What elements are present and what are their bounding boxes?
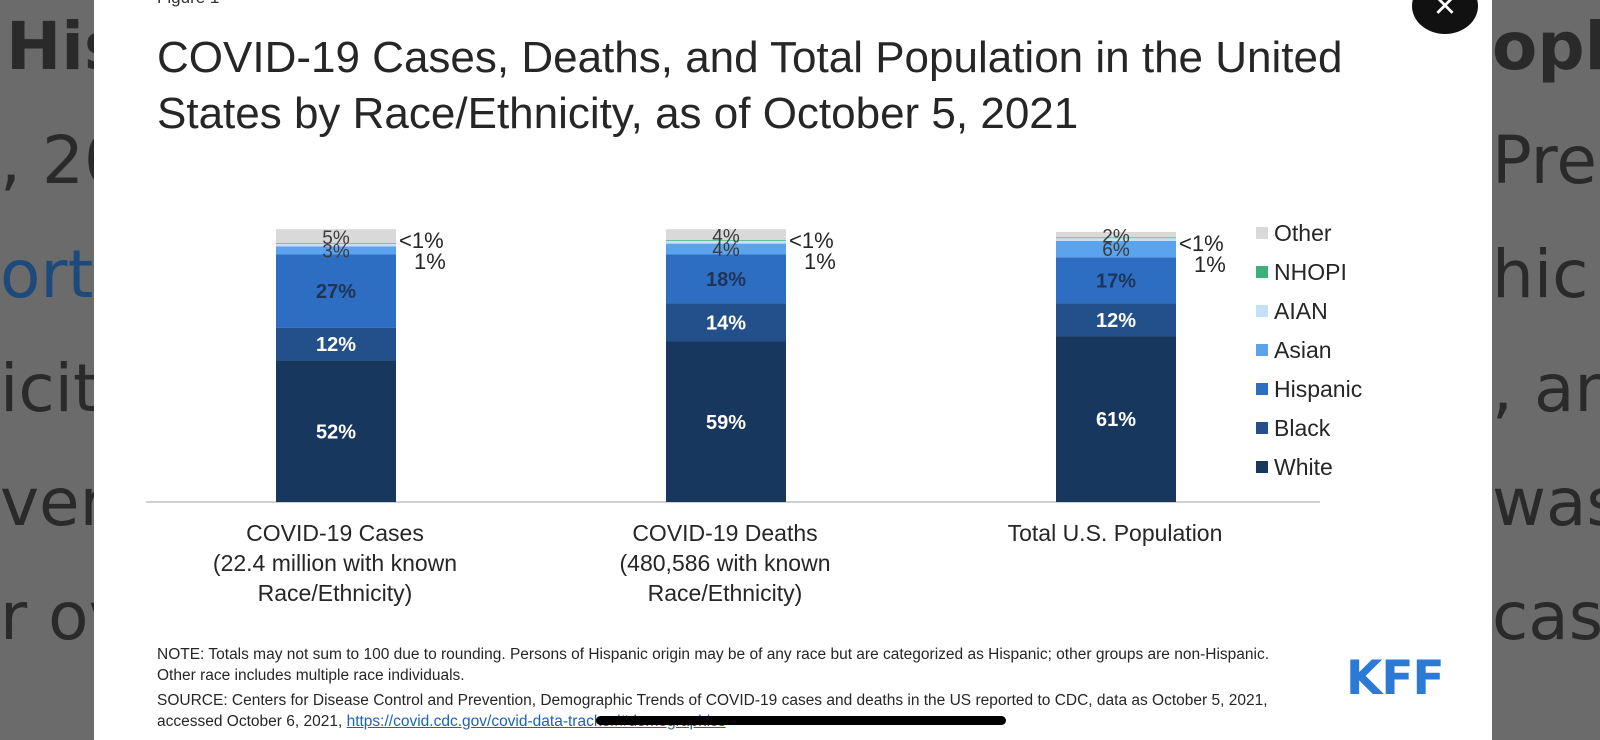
legend-label-black: Black — [1274, 415, 1331, 441]
bg-fragment: ver — [0, 464, 107, 541]
bg-fragment: cas — [1492, 578, 1600, 655]
category-label-cases: COVID-19 Cases (22.4 million with known … — [212, 520, 458, 606]
chart-note: NOTE: Totals may not sum to 100 due to r… — [157, 646, 1269, 684]
bar-segment-other — [276, 229, 396, 243]
bar-segment-asian — [666, 243, 786, 255]
bar-segment-nhopi — [666, 240, 786, 241]
bar-segment-hispanic — [666, 254, 786, 304]
bar-segment-aian — [1056, 238, 1176, 241]
data-label-other: 4% — [712, 227, 740, 248]
bar-segment-aian — [276, 243, 396, 247]
legend-swatch-black — [1256, 422, 1268, 434]
legend-label-other: Other — [1274, 220, 1332, 246]
data-label-white: 59% — [706, 412, 746, 434]
legend-swatch-nhopi — [1256, 266, 1268, 278]
bar-segment-nhopi — [1056, 237, 1176, 239]
category-label-population: Total U.S. Population — [1007, 520, 1223, 546]
stacked-bar-chart: 52%12%27%3%5% <1%1%59%14%18%4%4% <1%1%61%1… — [146, 220, 1362, 503]
data-label-black: 12% — [1096, 310, 1136, 332]
legend-label-white: White — [1274, 454, 1333, 480]
bar-segment-other — [1056, 231, 1176, 238]
bg-fragment: , an — [1492, 350, 1600, 427]
chart-source-text: SOURCE: Centers for Disease Control and … — [157, 692, 1268, 730]
legend-swatch-hispanic — [1256, 383, 1268, 395]
category-label-deaths: COVID-19 Deaths (480,586 with known Race… — [619, 520, 831, 606]
bg-fragment: hic — [1492, 236, 1589, 313]
data-label-white: 52% — [316, 421, 356, 443]
data-label-nhopi: <1% — [1179, 231, 1224, 256]
data-label-asian: 6% — [1102, 240, 1130, 261]
chart-title: COVID-19 Cases, Deaths, and Total Popula… — [157, 33, 1343, 138]
home-indicator[interactable] — [596, 716, 1006, 725]
data-label-asian: 3% — [322, 241, 350, 262]
data-label-aian: 1% — [1194, 252, 1226, 277]
close-icon: × — [1433, 0, 1457, 27]
kff-logo: KFF — [1346, 651, 1445, 706]
data-label-aian: 1% — [414, 249, 446, 274]
data-label-hispanic: 18% — [706, 269, 746, 291]
legend-label-hispanic: Hispanic — [1274, 376, 1362, 402]
bar-segment-aian — [666, 240, 786, 244]
bar-segment-white — [666, 341, 786, 502]
legend-label-nhopi: NHOPI — [1274, 259, 1347, 285]
legend-swatch-white — [1256, 461, 1268, 473]
data-label-black: 14% — [706, 312, 746, 334]
legend-swatch-other — [1256, 227, 1268, 239]
figure-modal: Figure 1 COVID-19 Cases, Deaths, and Tot… — [94, 0, 1492, 740]
bar-segment-black — [1056, 303, 1176, 337]
bg-fragment: was — [1492, 464, 1600, 541]
bar-segment-asian — [276, 246, 396, 255]
bar-segment-black — [276, 327, 396, 361]
data-label-asian: 4% — [712, 240, 740, 261]
data-label-white: 61% — [1096, 409, 1136, 431]
data-label-aian: 1% — [804, 249, 836, 274]
legend-label-asian: Asian — [1274, 337, 1332, 363]
bar-segment-white — [1056, 336, 1176, 502]
figure-label: Figure 1 — [157, 0, 219, 8]
bar-segment-black — [666, 303, 786, 342]
data-label-nhopi: <1% — [789, 228, 834, 253]
bar-segment-hispanic — [1056, 257, 1176, 304]
legend-swatch-aian — [1256, 305, 1268, 317]
data-label-nhopi: <1% — [399, 228, 444, 253]
legend-swatch-asian — [1256, 344, 1268, 356]
bar-segment-other — [666, 229, 786, 241]
bar-segment-nhopi — [276, 242, 396, 244]
bar-segment-hispanic — [276, 254, 396, 328]
data-label-hispanic: 27% — [316, 281, 356, 303]
data-label-hispanic: 17% — [1096, 270, 1136, 292]
bar-segment-asian — [1056, 240, 1176, 258]
data-label-other: 2% — [1102, 227, 1130, 248]
bg-fragment: ople — [1492, 8, 1600, 85]
bg-fragment: Pre — [1492, 122, 1597, 199]
data-label-black: 12% — [316, 334, 356, 356]
chart-source: SOURCE: Centers for Disease Control and … — [157, 690, 1307, 732]
legend-label-aian: AIAN — [1274, 298, 1328, 324]
data-label-other: 5% — [322, 228, 350, 249]
bar-segment-white — [276, 360, 396, 502]
